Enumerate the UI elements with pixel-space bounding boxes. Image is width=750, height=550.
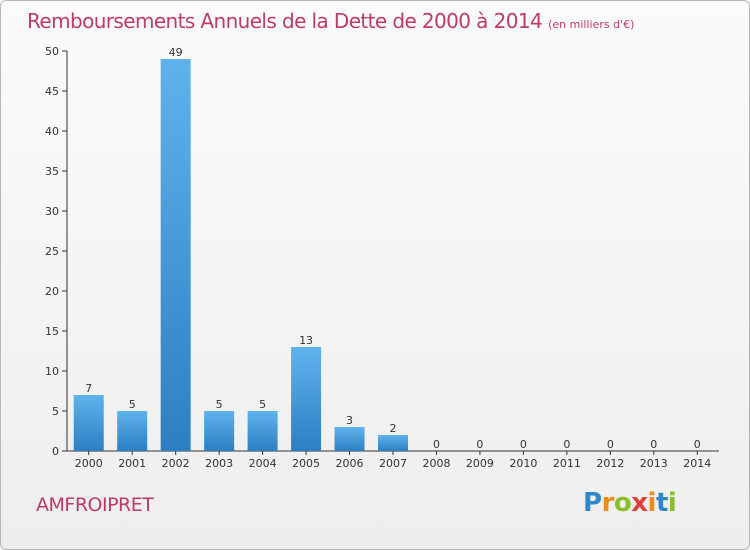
- bar: [291, 347, 322, 451]
- bar-value-label: 0: [476, 438, 483, 451]
- y-tick-label: 30: [45, 205, 59, 218]
- bar: [160, 59, 191, 451]
- y-tick-label: 25: [45, 245, 59, 258]
- x-tick-label: 2009: [466, 457, 494, 470]
- labels: 7 2000 5 2001 49 2002 5 2003 5 2004 13 2005 3 2006 2 20…: [75, 46, 712, 470]
- bar-value-label: 0: [563, 438, 570, 451]
- bar-value-label: 0: [520, 438, 527, 451]
- bar-value-label: 0: [433, 438, 440, 451]
- x-tick-label: 2003: [205, 457, 233, 470]
- y-tick-label: 10: [45, 365, 59, 378]
- logo-letter: r: [601, 488, 615, 518]
- x-tick-label: 2008: [422, 457, 450, 470]
- y-tick-label: 35: [45, 165, 59, 178]
- bar: [378, 435, 408, 451]
- bar-value-label: 5: [259, 398, 266, 411]
- chart-unit-label: (en milliers d'€): [548, 18, 635, 31]
- proxiti-logo: Proxiti: [583, 488, 677, 518]
- logo-letter: i: [647, 488, 657, 518]
- x-tick-label: 2000: [75, 457, 103, 470]
- x-tick-label: 2006: [336, 457, 364, 470]
- x-tick-label: 2010: [509, 457, 537, 470]
- bar-value-label: 0: [650, 438, 657, 451]
- chart-title-text: Remboursements Annuels de la Dette de 20…: [27, 9, 543, 33]
- x-tick-label: 2011: [553, 457, 581, 470]
- x-tick-label: 2013: [640, 457, 668, 470]
- bar-value-label: 5: [129, 398, 136, 411]
- bar: [247, 411, 278, 451]
- x-tick-label: 2001: [118, 457, 146, 470]
- bar-value-label: 2: [390, 422, 397, 435]
- x-tick-label: 2005: [292, 457, 320, 470]
- logo-letter: P: [583, 488, 602, 518]
- bar-value-label: 13: [299, 334, 313, 347]
- bar: [204, 411, 235, 451]
- y-tick-label: 15: [45, 325, 59, 338]
- x-tick-label: 2014: [683, 457, 711, 470]
- bars: [73, 59, 408, 451]
- y-tick-label: 45: [45, 85, 59, 98]
- y-tick-label: 20: [45, 285, 59, 298]
- x-tick-label: 2002: [162, 457, 190, 470]
- y-tick-label: 40: [45, 125, 59, 138]
- logo-letter: x: [631, 488, 648, 518]
- x-tick-label: 2004: [249, 457, 277, 470]
- bar: [117, 411, 148, 451]
- bar-value-label: 49: [169, 46, 183, 59]
- x-tick-label: 2012: [596, 457, 624, 470]
- bar-value-label: 0: [694, 438, 701, 451]
- chart-title: Remboursements Annuels de la Dette de 20…: [27, 9, 634, 33]
- bar: [334, 427, 365, 451]
- bar-value-label: 7: [85, 382, 92, 395]
- bar-value-label: 5: [216, 398, 223, 411]
- bar-value-label: 3: [346, 414, 353, 427]
- logo-letter: t: [655, 488, 668, 518]
- bar-value-label: 0: [607, 438, 614, 451]
- commune-name: AMFROIPRET: [36, 494, 154, 516]
- y-tick-label: 5: [52, 405, 59, 418]
- logo-letter: o: [613, 488, 632, 518]
- y-tick-label: 50: [45, 45, 59, 58]
- y-tick-label: 0: [52, 445, 59, 458]
- bar: [73, 395, 104, 451]
- x-tick-label: 2007: [379, 457, 407, 470]
- logo-letter: i: [667, 488, 677, 518]
